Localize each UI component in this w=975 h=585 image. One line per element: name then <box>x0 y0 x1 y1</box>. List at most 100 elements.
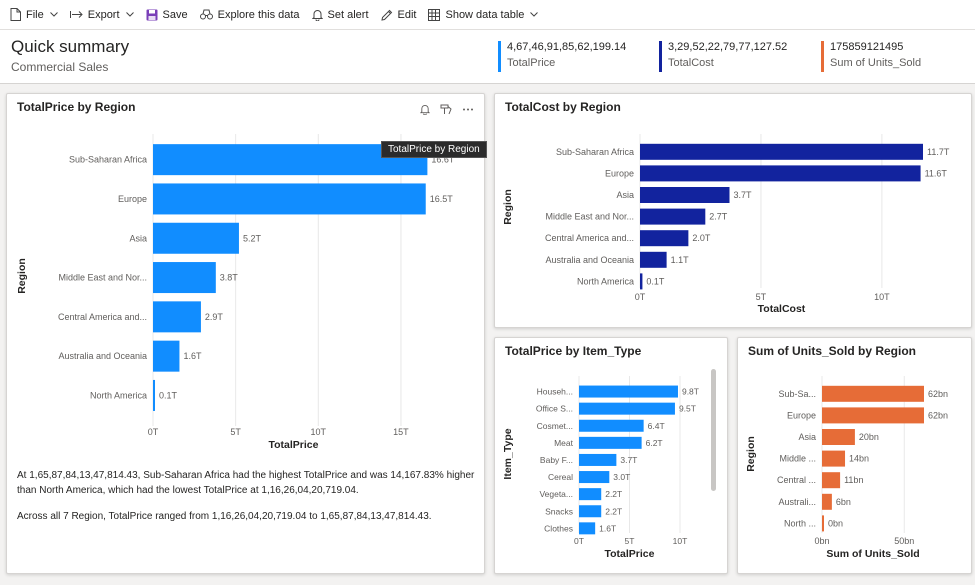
bar <box>579 505 602 518</box>
bar <box>640 230 689 247</box>
kpi-label: TotalPrice <box>507 57 556 69</box>
export-menu[interactable]: Export <box>64 0 140 30</box>
data-label: 62bn <box>928 389 948 399</box>
chart-card-totalcost-region[interactable]: TotalCost by Region Sub-Saharan Africa 11… <box>494 93 972 328</box>
chevron-down-icon <box>530 12 539 17</box>
page-subtitle: Commercial Sales <box>11 60 109 74</box>
chart-title: TotalPrice by Item_Type <box>505 344 642 358</box>
file-menu[interactable]: File <box>4 0 64 30</box>
tick-label: 0T <box>148 427 159 437</box>
data-label: 0.1T <box>646 276 665 286</box>
more-options-icon[interactable] <box>462 104 474 115</box>
y-axis-title: Item_Type <box>502 428 514 479</box>
bar <box>579 522 596 535</box>
chevron-down-icon <box>125 12 134 17</box>
narrative-line: At 1,65,87,84,13,47,814.43, Sub-Saharan … <box>17 470 475 496</box>
kpi-totalprice: 4,67,46,91,85,62,199.14 TotalPrice <box>498 41 626 72</box>
pencil-icon <box>380 9 392 21</box>
tick-label: 15T <box>393 427 409 437</box>
bar <box>640 251 667 268</box>
data-label: 3.7T <box>620 455 637 465</box>
kpi-label: Sum of Units_Sold <box>830 57 922 69</box>
export-icon <box>69 11 83 18</box>
export-label: Export <box>87 8 120 21</box>
tick-label: 0T <box>574 536 584 546</box>
tick-label: 5T <box>756 292 767 302</box>
kpi-accent-bar <box>821 41 824 72</box>
data-label: 11.6T <box>925 168 948 178</box>
bar <box>579 436 642 449</box>
bar <box>822 493 832 510</box>
totalprice-itemtype-chart: Househ... 9.8T Office S... 9.5T Cosmet... 6.4… <box>502 376 699 560</box>
edit-button[interactable]: Edit <box>375 0 423 30</box>
category-label: Europe <box>787 410 816 420</box>
tick-label: 50bn <box>894 536 914 546</box>
file-label: File <box>26 8 44 21</box>
explore-label: Explore this data <box>217 8 300 21</box>
units-sold-region-chart: Sub-Sa... 62bn Europe 62bn Asia 20bn Middle ..… <box>745 376 948 560</box>
bar <box>579 453 617 466</box>
bar <box>579 471 610 484</box>
table-icon <box>428 8 441 21</box>
data-label: 1.6T <box>599 523 616 533</box>
category-label: Central ... <box>777 475 816 485</box>
data-label: 6.2T <box>646 438 663 448</box>
bar <box>822 385 924 402</box>
chart-card-totalprice-itemtype[interactable]: TotalPrice by Item_Type Househ... 9.8T Off… <box>494 337 728 574</box>
bar <box>579 488 602 501</box>
data-label: 2.9T <box>205 312 224 322</box>
tick-label: 5T <box>230 427 241 437</box>
chart-card-units-sold-region[interactable]: Sum of Units_Sold by Region Sub-Sa... 62b… <box>737 337 972 574</box>
chart-title: TotalCost by Region <box>505 100 621 114</box>
data-label: 16.6T <box>431 155 455 165</box>
tick-label: 10T <box>311 427 327 437</box>
category-label: Australi... <box>778 497 816 507</box>
x-axis-title: TotalCost <box>758 303 806 315</box>
kpi-accent-bar <box>498 41 501 72</box>
data-label: 1.1T <box>671 255 690 265</box>
data-label: 1.6T <box>183 351 202 361</box>
vertical-scrollbar[interactable] <box>711 369 716 491</box>
data-label: 16.5T <box>430 194 454 204</box>
category-label: Sub-Saharan Africa <box>69 155 147 165</box>
category-label: Meat <box>554 438 574 448</box>
chart-card-totalprice-region[interactable]: TotalPrice by Region Sub-Saharan Africa 1… <box>6 93 485 574</box>
narrative-line: Across all 7 Region, TotalPrice ranged f… <box>17 511 432 522</box>
category-label: North America <box>90 390 147 400</box>
save-button[interactable]: Save <box>140 0 194 30</box>
tick-label: 5T <box>625 536 635 546</box>
explore-button[interactable]: Explore this data <box>194 0 306 30</box>
bar <box>640 273 643 290</box>
x-axis-title: TotalPrice <box>269 439 319 451</box>
category-label: Europe <box>605 168 634 178</box>
data-label: 14bn <box>849 454 869 464</box>
kpi-units-sold: 175859121495 Sum of Units_Sold <box>821 41 921 72</box>
data-label: 9.5T <box>679 404 696 414</box>
save-icon <box>146 9 158 20</box>
data-label: 6.4T <box>648 421 665 431</box>
category-label: Cosmet... <box>537 421 573 431</box>
bar <box>153 262 216 294</box>
show-data-table-button[interactable]: Show data table <box>422 0 544 30</box>
bar <box>579 402 675 415</box>
data-label: 2.0T <box>692 233 711 243</box>
bar <box>822 515 824 532</box>
category-label: Vegeta... <box>539 489 573 499</box>
category-label: Asia <box>616 190 634 200</box>
bell-icon[interactable] <box>420 104 430 115</box>
set-alert-button[interactable]: Set alert <box>306 0 375 30</box>
category-label: Middle East and Nor... <box>58 273 147 283</box>
bar <box>822 429 855 445</box>
show-data-table-label: Show data table <box>445 8 525 21</box>
bar <box>153 222 239 254</box>
category-label: Australia and Oceania <box>545 255 634 265</box>
y-axis-title: Region <box>502 189 514 225</box>
save-label: Save <box>162 8 188 21</box>
category-label: Baby F... <box>540 455 573 465</box>
kpi-label: TotalCost <box>668 57 714 69</box>
y-axis-title: Region <box>16 258 28 294</box>
format-painter-icon[interactable] <box>440 104 452 115</box>
data-label: 2.2T <box>605 506 622 516</box>
data-label: 2.7T <box>709 212 728 222</box>
bar <box>153 183 426 215</box>
